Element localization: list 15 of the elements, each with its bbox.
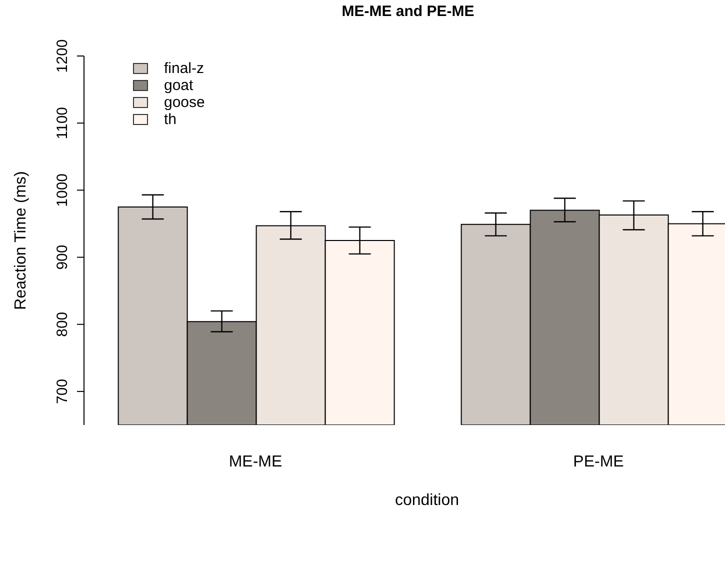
y-tick-label: 900 — [54, 244, 71, 270]
y-tick-label: 800 — [54, 312, 71, 337]
y-tick-label: 700 — [54, 378, 71, 404]
x-tick-label: PE-ME — [573, 453, 624, 470]
x-tick-label: ME-ME — [228, 453, 282, 470]
legend-label: th — [164, 111, 177, 128]
x-axis-title: condition — [394, 492, 460, 509]
y-tick-label: 1000 — [54, 173, 71, 207]
legend-label: goose — [164, 94, 205, 111]
legend-label: goat — [164, 77, 194, 94]
chart-title: ME-ME and PE-ME — [340, 3, 476, 20]
legend-label: final-z — [164, 60, 204, 77]
y-tick-label: 1100 — [54, 106, 71, 140]
y-axis-title: Reaction Time (ms) — [12, 171, 30, 310]
y-tick-label: 1200 — [54, 39, 71, 73]
